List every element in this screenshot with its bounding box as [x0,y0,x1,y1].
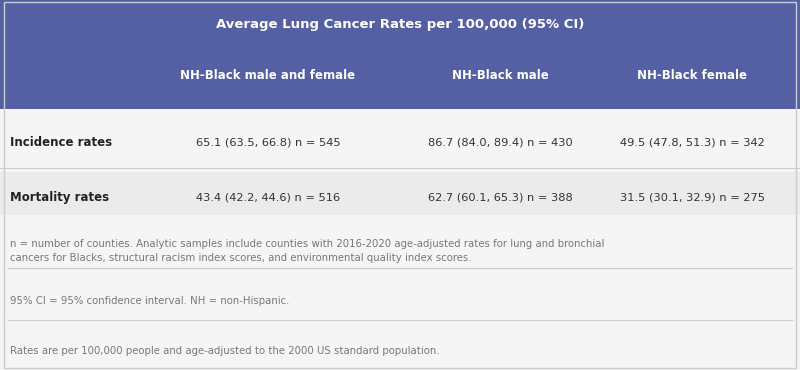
Text: Average Lung Cancer Rates per 100,000 (95% CI): Average Lung Cancer Rates per 100,000 (9… [216,17,584,31]
Text: Rates are per 100,000 people and age-adjusted to the 2000 US standard population: Rates are per 100,000 people and age-adj… [10,346,439,356]
Text: 31.5 (30.1, 32.9) n = 275: 31.5 (30.1, 32.9) n = 275 [619,193,765,203]
Text: NH-Black female: NH-Black female [637,69,747,83]
Text: 86.7 (84.0, 89.4) n = 430: 86.7 (84.0, 89.4) n = 430 [428,137,572,148]
Text: Incidence rates: Incidence rates [10,136,112,149]
Text: NH-Black male: NH-Black male [452,69,548,83]
FancyBboxPatch shape [0,118,800,161]
Text: 43.4 (42.2, 44.6) n = 516: 43.4 (42.2, 44.6) n = 516 [196,193,340,203]
Text: n = number of counties. Analytic samples include counties with 2016-2020 age-adj: n = number of counties. Analytic samples… [10,239,604,263]
FancyBboxPatch shape [0,172,800,215]
FancyBboxPatch shape [0,0,800,109]
Text: Mortality rates: Mortality rates [10,191,109,205]
Text: 49.5 (47.8, 51.3) n = 342: 49.5 (47.8, 51.3) n = 342 [620,137,764,148]
Text: 65.1 (63.5, 66.8) n = 545: 65.1 (63.5, 66.8) n = 545 [196,137,340,148]
Text: 62.7 (60.1, 65.3) n = 388: 62.7 (60.1, 65.3) n = 388 [428,193,572,203]
Text: 95% CI = 95% confidence interval. NH = non-Hispanic.: 95% CI = 95% confidence interval. NH = n… [10,296,289,306]
Text: NH-Black male and female: NH-Black male and female [181,69,355,83]
